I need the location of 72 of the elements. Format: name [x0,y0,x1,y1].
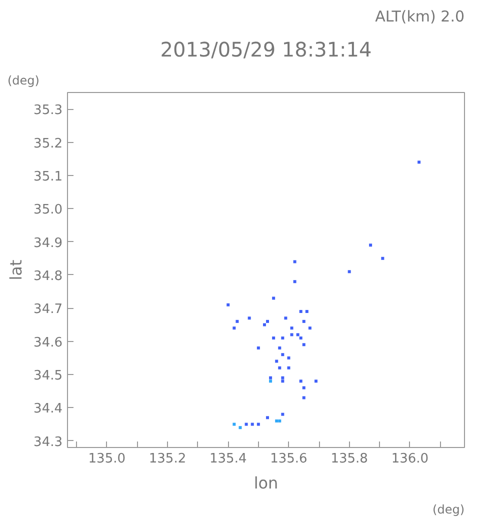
point [284,316,288,320]
point [238,426,242,430]
point [302,386,306,390]
x-tick-label: 135.4 [210,452,247,466]
point [244,422,248,426]
y-tick-label: 34.6 [34,335,63,350]
point [299,310,302,313]
point [256,346,260,350]
point [418,160,421,164]
point [293,280,296,284]
point [278,366,282,370]
point [287,366,290,370]
y-tick-label: 35.1 [34,169,63,184]
x-tick-label: 135.8 [330,452,368,466]
point [226,303,230,306]
y-tick-label: 35.3 [34,103,63,118]
point [256,422,260,426]
point [266,320,270,323]
point [299,336,302,340]
chart-title: 2013/05/29 18:31:14 [160,38,372,62]
point [248,316,251,320]
point [278,346,282,350]
point [381,256,384,260]
point [275,360,278,363]
y-tick-label: 35.2 [34,136,63,152]
point [281,353,284,356]
y-tick-label: 34.7 [34,302,63,318]
point [281,336,284,340]
x-axis-title: lon [254,474,278,492]
point [269,376,272,380]
point [299,380,302,383]
point [266,416,270,420]
y-tick-label: 34.3 [34,434,63,450]
point [348,270,351,274]
point [281,380,284,383]
point [308,326,312,330]
point [269,380,272,383]
point [278,419,282,422]
text: (deg) [8,74,40,88]
y-axis-title: lat [6,260,26,280]
point [236,320,239,323]
point [314,380,318,383]
point [305,310,308,313]
x-tick-label: 136.0 [391,452,429,466]
point [287,356,290,360]
point [293,260,296,264]
point [272,336,276,340]
point [302,343,306,346]
x-tick-label: 135.6 [270,452,308,466]
point [232,326,236,330]
point [290,333,294,336]
chart-subtitle: ALT(km) 2.0 [375,8,465,26]
y-tick-label: 35.0 [34,202,63,218]
point [302,396,306,400]
point [296,333,300,336]
y-tick-label: 34.9 [34,236,63,251]
y-tick-label: 34.5 [34,368,63,384]
point [250,422,254,426]
point [232,422,236,426]
point [272,296,276,300]
point [275,419,278,422]
x-tick-label: 135.0 [88,452,126,466]
point [302,320,306,323]
point [262,323,266,326]
point [281,376,284,380]
point [290,326,294,330]
y-tick-label: 34.4 [34,402,63,417]
text: (deg) [432,502,465,516]
point [369,244,372,247]
y-tick-label: 34.8 [34,268,63,284]
x-tick-label: 135.2 [148,452,186,466]
point [281,412,284,416]
